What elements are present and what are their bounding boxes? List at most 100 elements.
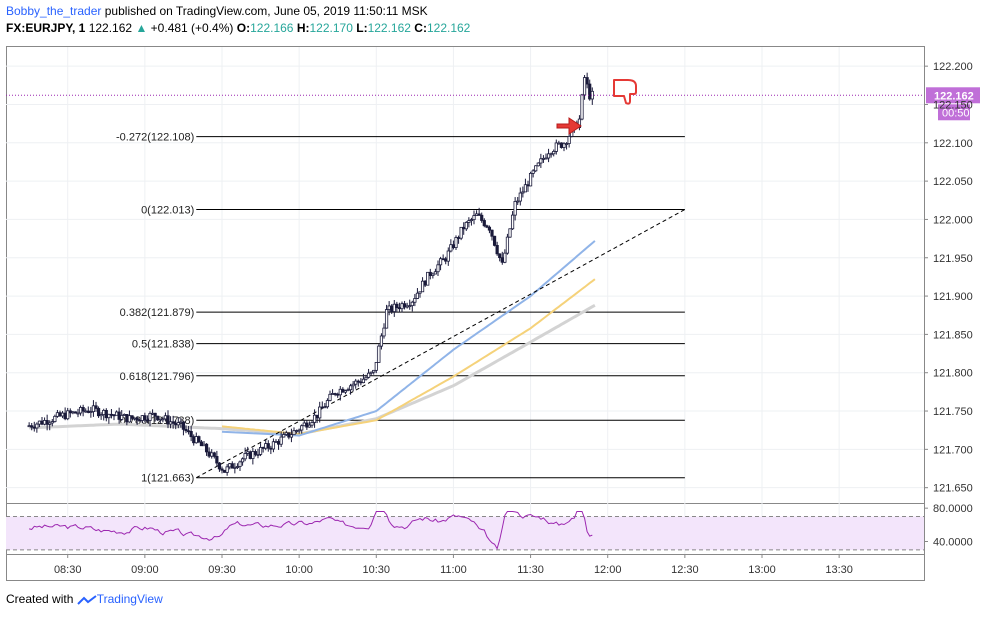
candle-body — [248, 451, 252, 459]
thumbs-down-icon — [613, 79, 637, 105]
time-axis[interactable]: 08:30 09:00 09:30 10:00 10:30 11:00 11:30 12:00… — [54, 554, 853, 576]
candle — [354, 378, 358, 389]
candle — [248, 450, 252, 460]
candle — [220, 466, 224, 474]
candle-body — [264, 443, 268, 449]
candle-body — [446, 250, 450, 262]
candle-body — [130, 415, 134, 419]
candle — [292, 427, 296, 436]
candle — [78, 405, 83, 416]
candle-body — [127, 415, 132, 423]
candle — [135, 416, 139, 425]
candle — [81, 404, 85, 417]
candle — [482, 218, 486, 228]
candle — [585, 72, 589, 89]
candle-body — [143, 415, 147, 421]
candle-body — [89, 411, 93, 414]
candle-body — [117, 411, 121, 420]
candle-body — [379, 335, 384, 347]
candle-body — [564, 143, 569, 145]
candle — [536, 162, 540, 167]
fib-level-label: -0.272(122.108) — [116, 132, 194, 144]
candle — [377, 344, 381, 363]
candle — [222, 469, 227, 473]
candle-body — [261, 447, 265, 449]
candle-body — [397, 307, 402, 310]
candle-body — [469, 219, 474, 222]
tradingview-brand-link[interactable]: TradingView — [96, 592, 163, 606]
candle-body — [426, 271, 430, 286]
time-tick-label: 11:00 — [440, 564, 467, 576]
candle — [361, 373, 366, 384]
symbol-info: FX:EURJPY, 1 122.162 ▲ +0.481 (+0.4%) O:… — [6, 21, 470, 35]
candle-body — [215, 455, 219, 464]
candle-body — [163, 415, 168, 420]
candle-body — [325, 400, 330, 408]
fib-level-label: 1(121.663) — [141, 473, 194, 485]
candle-body — [104, 409, 108, 419]
candle — [161, 416, 165, 423]
price-tick-label: 122.050 — [933, 176, 973, 188]
created-with-text: Created with — [6, 592, 74, 606]
candle-body — [361, 378, 366, 384]
price-tick-label: 122.000 — [933, 214, 973, 226]
candle-body — [518, 192, 522, 202]
candle — [567, 133, 571, 148]
candle-body — [510, 214, 515, 230]
candle — [526, 180, 530, 192]
candle-body — [485, 225, 489, 228]
candle — [243, 447, 247, 462]
candle-body — [238, 461, 242, 467]
candle-body — [585, 77, 589, 85]
candle-body — [58, 412, 62, 417]
last-price: 122.162 — [88, 21, 133, 35]
candle-body — [480, 214, 484, 221]
open-label: O: — [236, 21, 251, 35]
candle — [107, 413, 111, 424]
candle — [99, 412, 103, 420]
rsi-pane: 80.0000 40.0000 — [6, 503, 973, 551]
candle-body — [45, 420, 49, 425]
candle — [279, 431, 283, 447]
candle — [246, 446, 250, 456]
trendline[interactable] — [196, 209, 686, 479]
candle-body — [202, 443, 206, 447]
candle-body — [366, 372, 371, 378]
candle-body — [562, 143, 566, 148]
candle-body — [66, 410, 70, 420]
candle — [451, 240, 456, 250]
candle — [433, 268, 438, 275]
symbol-label[interactable]: FX:EURJPY, 1 — [6, 21, 86, 35]
candle — [338, 386, 342, 401]
candle-body — [405, 305, 409, 308]
candle — [282, 431, 286, 438]
candle-body — [222, 469, 227, 473]
candle — [194, 432, 198, 444]
candle — [127, 410, 132, 423]
candle — [505, 233, 510, 255]
candle-body — [210, 452, 214, 457]
candle-body — [444, 258, 448, 262]
candle — [384, 304, 389, 329]
candle — [582, 75, 587, 100]
candle-body — [207, 451, 211, 457]
candle — [369, 371, 373, 376]
candle-body — [343, 390, 348, 393]
candle — [238, 460, 242, 472]
candle — [449, 239, 453, 253]
current-price-line: 122.162 00:50 — [6, 87, 980, 121]
author-link[interactable]: Bobby_the_trader — [6, 4, 102, 18]
candle — [420, 277, 425, 293]
candle-body — [546, 153, 551, 159]
candle — [42, 417, 47, 426]
candle-body — [526, 184, 530, 187]
candle-body — [567, 136, 571, 144]
candle — [436, 260, 440, 276]
price-axis[interactable]: 122.200 122.150 122.100 122.050 122.000 121.9… — [924, 61, 973, 495]
candle — [346, 387, 350, 392]
candle — [269, 445, 273, 455]
candle — [181, 421, 186, 436]
candle — [66, 407, 70, 421]
candle-body — [53, 415, 57, 422]
